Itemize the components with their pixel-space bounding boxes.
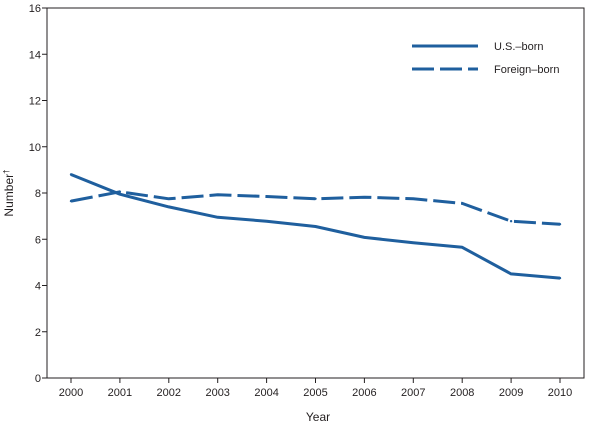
y-tick-label: 12 bbox=[29, 96, 41, 108]
data-point bbox=[412, 197, 415, 200]
data-point bbox=[118, 190, 122, 194]
y-tick-label: 6 bbox=[35, 234, 41, 246]
data-point bbox=[461, 202, 464, 205]
data-point bbox=[265, 220, 268, 223]
x-axis: 2000 2001 2002 2003 2004 2005 2006 2007 2008 2009… bbox=[59, 378, 572, 399]
y-axis-title-superscript: † bbox=[2, 169, 11, 173]
data-point bbox=[558, 223, 562, 226]
y-axis: 0 2 4 6 8 10 12 14 16 bbox=[29, 3, 47, 385]
data-point bbox=[69, 173, 73, 176]
data-point bbox=[363, 236, 366, 239]
legend-label: U.S.–born bbox=[494, 41, 544, 53]
data-point bbox=[216, 193, 219, 197]
y-tick-label: 2 bbox=[35, 327, 41, 339]
data-point bbox=[412, 241, 415, 244]
x-tick-label: 2005 bbox=[303, 387, 327, 399]
y-axis-title: Number† bbox=[2, 169, 16, 216]
data-point bbox=[363, 195, 366, 199]
x-tick-label: 2008 bbox=[450, 387, 474, 399]
data-point bbox=[558, 276, 562, 280]
series-line-foreign-born bbox=[70, 190, 561, 226]
x-axis-title: Year bbox=[306, 410, 330, 424]
x-tick-label: 2000 bbox=[59, 387, 83, 399]
y-tick-label: 0 bbox=[35, 373, 41, 385]
data-point bbox=[314, 225, 317, 228]
x-tick-label: 2006 bbox=[352, 387, 376, 399]
data-point bbox=[167, 197, 170, 200]
data-point bbox=[118, 192, 122, 196]
y-tick-label: 16 bbox=[29, 3, 41, 15]
x-tick-label: 2004 bbox=[254, 387, 278, 399]
legend: U.S.–born Foreign–born bbox=[412, 41, 559, 76]
x-tick-label: 2003 bbox=[205, 387, 229, 399]
data-point bbox=[265, 195, 268, 198]
data-point bbox=[314, 197, 317, 200]
data-point bbox=[509, 220, 513, 223]
x-tick-label: 2009 bbox=[499, 387, 523, 399]
data-point bbox=[216, 216, 219, 219]
y-tick-label: 10 bbox=[29, 142, 41, 154]
x-tick-label: 2010 bbox=[548, 387, 572, 399]
series-layer bbox=[69, 173, 562, 280]
legend-label: Foreign–born bbox=[494, 64, 559, 76]
y-tick-label: 14 bbox=[29, 49, 41, 61]
data-point bbox=[509, 272, 513, 276]
y-tick-label: 8 bbox=[35, 188, 41, 200]
data-point bbox=[69, 199, 73, 203]
y-axis-title-text: Number bbox=[2, 174, 16, 217]
x-tick-label: 2002 bbox=[157, 387, 181, 399]
data-point bbox=[461, 246, 464, 249]
data-point bbox=[167, 205, 170, 209]
y-tick-label: 4 bbox=[35, 281, 41, 293]
x-tick-label: 2001 bbox=[108, 387, 132, 399]
x-tick-label: 2007 bbox=[401, 387, 425, 399]
